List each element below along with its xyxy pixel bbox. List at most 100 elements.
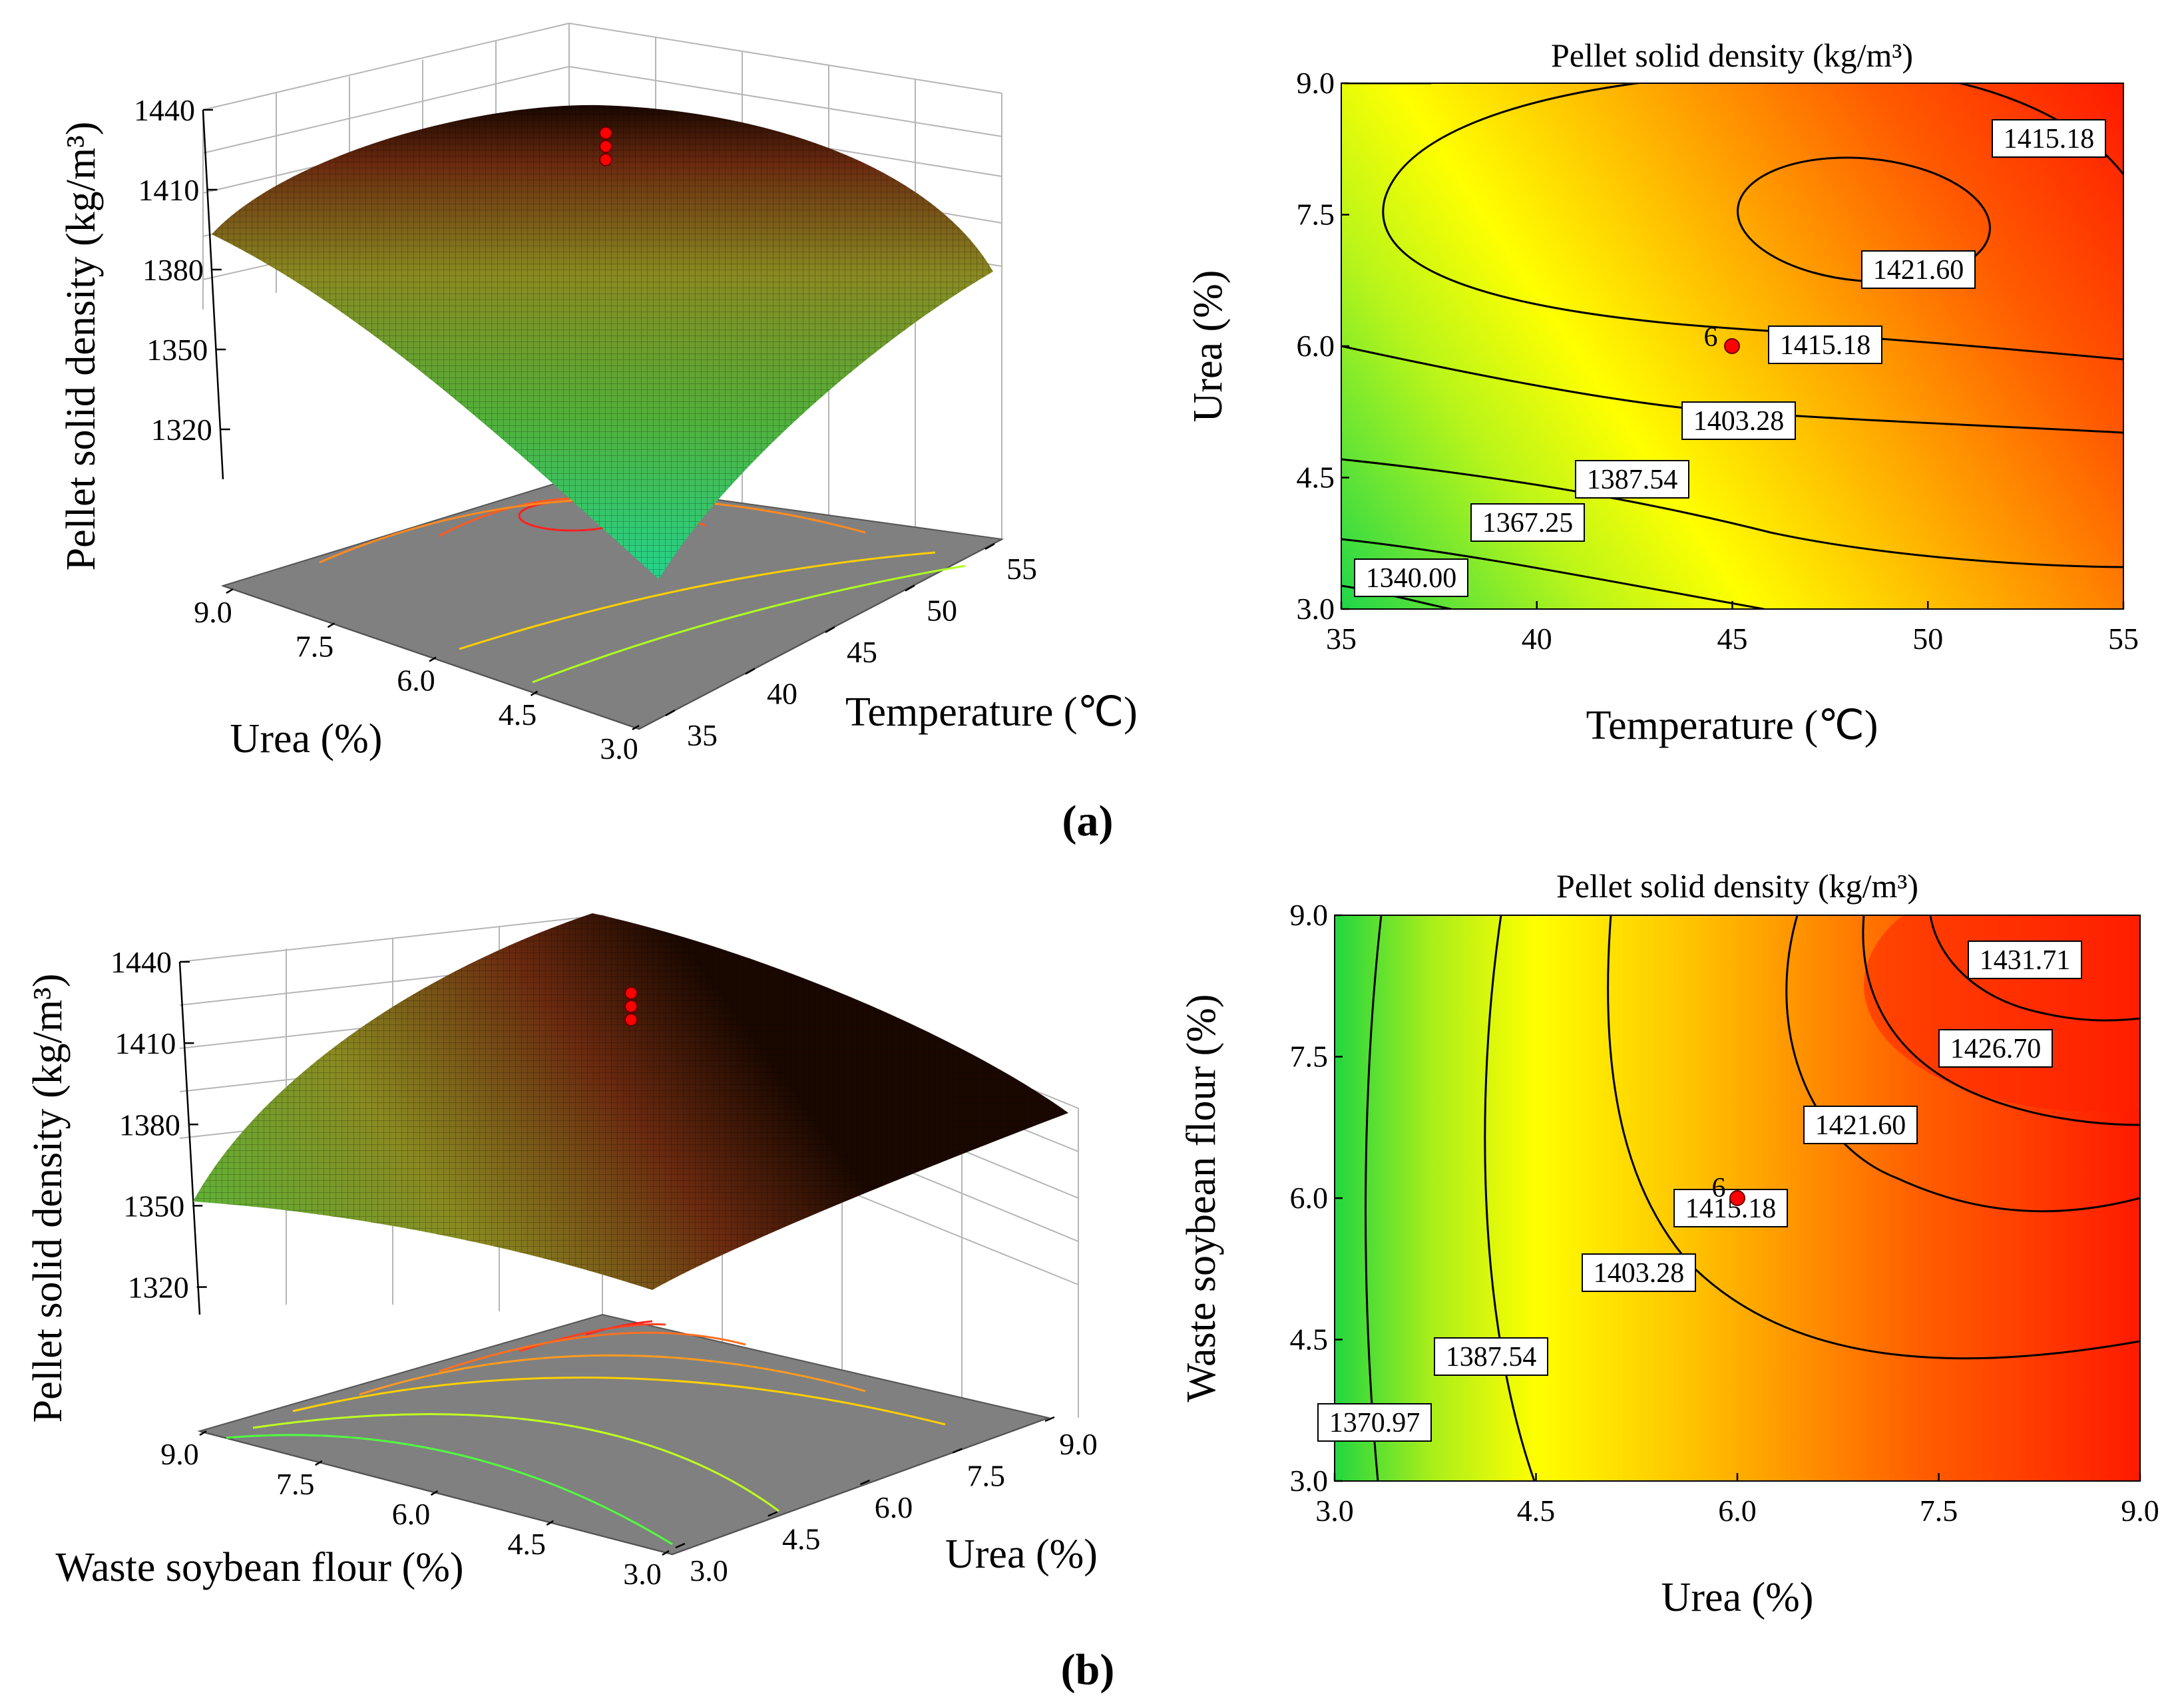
contour-label-box (1434, 1337, 1548, 1376)
contour-label: 1403.28 (1594, 1258, 1685, 1289)
y-tick-mark (315, 1460, 323, 1466)
y-tick-mark (226, 588, 234, 594)
x-tick-label: 45 (1717, 622, 1748, 656)
y-tick-label: 4.5 (499, 698, 537, 732)
y-tick-mark (662, 1550, 670, 1556)
x-tick-label: 4.5 (1517, 1494, 1556, 1528)
x-tick-label: 55 (1006, 552, 1037, 586)
x-tick-mark (1044, 1416, 1055, 1422)
panel-b-contour-x-label: Urea (%) (1661, 1575, 1814, 1620)
y-tick-label: 3.0 (623, 1557, 662, 1591)
y-tick-label: 9.0 (1297, 66, 1335, 100)
y-tick-label: 4.5 (508, 1527, 546, 1561)
panel-b-contour-title: Pellet solid density (kg/m³) (1556, 867, 1918, 905)
y-tick-mark (199, 1430, 207, 1436)
x-tick-label: 9.0 (1059, 1427, 1098, 1461)
panel-a-z-tick-labels: 1320 1350 1380 1410 1440 (134, 93, 230, 447)
z-tick-label: 1380 (142, 253, 204, 287)
z-tick-label: 1320 (151, 413, 212, 447)
panel-a-label: (a) (1062, 797, 1114, 845)
x-tick-label: 35 (1326, 622, 1357, 656)
panel-b-contour-design-point (1729, 1190, 1745, 1206)
contour-label-box (1470, 503, 1585, 542)
x-tick-label: 55 (2108, 622, 2139, 656)
panel-a-contour-design-point (1724, 338, 1740, 354)
x-tick-label: 50 (1912, 622, 1943, 656)
contour-label: 1340.00 (1366, 563, 1457, 594)
panel-a-contour-chart: Pellet solid density (kg/m³) 1415.18 1421… (1186, 37, 2139, 748)
y-tick-label: 3.0 (600, 732, 638, 765)
y-tick-mark (546, 1520, 554, 1526)
panel-b-design-point-count: 6 (1712, 1173, 1726, 1203)
panel-b-x-axis-label: Urea (%) (945, 1532, 1098, 1577)
x-tick-mark (767, 1511, 778, 1517)
y-tick-label: 6.0 (392, 1497, 431, 1531)
z-tick-label: 1320 (128, 1271, 189, 1305)
contour-label: 1387.54 (1587, 465, 1678, 495)
x-tick-mark (745, 668, 756, 675)
z-tick-label: 1350 (146, 333, 208, 367)
x-tick-mark (825, 626, 835, 634)
z-tick-label: 1440 (134, 93, 195, 127)
panel-a-floor (220, 478, 1004, 730)
panel-a-x-axis-label: Temperature (℃) (845, 690, 1138, 735)
y-tick-mark (430, 1490, 439, 1496)
panel-b-contour-label-boxes: 1431.711426.701421.601415.181403.281387.… (1317, 941, 2082, 1442)
contour-label-box (1575, 460, 1689, 499)
contour-label-box (1768, 325, 1882, 364)
z-tick-label: 1440 (110, 945, 172, 979)
panel-b-contour-lines (1364, 915, 2140, 1481)
y-tick-label: 9.0 (1290, 898, 1329, 932)
z-tick-label: 1410 (114, 1026, 176, 1060)
x-tick-label: 4.5 (782, 1522, 821, 1556)
panel-a-contour-x-label: Temperature (℃) (1586, 703, 1878, 748)
y-tick-label: 4.5 (1290, 1323, 1329, 1357)
panel-b-surface-chart: 1320 1350 1380 1410 1440 3.0 4.5 6.0 7.5 9.0 3.0… (25, 913, 1098, 1591)
panel-a-contour-x-ticks: 35 40 45 50 55 (1326, 601, 2139, 656)
z-tick-label: 1380 (119, 1108, 180, 1142)
x-tick-label: 3.0 (690, 1554, 728, 1588)
y-tick-label: 4.5 (1297, 461, 1335, 495)
contour-label: 1370.97 (1329, 1408, 1420, 1438)
y-tick-label: 7.5 (296, 629, 334, 663)
y-tick-mark (530, 690, 539, 696)
contour-label: 1421.60 (1873, 255, 1964, 286)
panel-b-label: (b) (1061, 1645, 1115, 1694)
contour-label-box (1938, 1029, 2053, 1068)
x-tick-label: 7.5 (1920, 1494, 1958, 1528)
panel-b-floor-contours (226, 1320, 946, 1546)
contour-label: 1426.70 (1950, 1034, 2042, 1064)
contour-label-box (1681, 401, 1796, 440)
y-tick-label: 9.0 (194, 595, 232, 629)
panel-a-design-points (599, 126, 612, 166)
y-tick-label: 9.0 (160, 1437, 199, 1471)
contour-label: 1415.18 (2004, 124, 2095, 154)
z-tick-label: 1350 (123, 1189, 184, 1223)
panel-a-surface-chart: 1320 1350 1380 1410 1440 35 40 45 50 55 3.0 4.5 6.… (59, 22, 1138, 765)
contour-label: 1367.25 (1482, 508, 1574, 538)
panel-b-y-tick-labels: 3.0 4.5 6.0 7.5 9.0 (160, 1430, 670, 1591)
x-tick-mark (860, 1479, 870, 1486)
panel-a-contour-label-boxes: 1415.18 1421.60 1415.18 1403.28 1387.54 1367.… (1354, 119, 2106, 597)
y-tick-mark (632, 724, 640, 731)
contour-label-box (1861, 250, 1976, 289)
panel-b-contour-y-label: Waste soybean flour (%) (1179, 994, 1224, 1402)
panel-b-contour-chart: Pellet solid density (kg/m³) 1431.71 1426… (1179, 867, 2159, 1620)
contour-label-box (1317, 1403, 1432, 1442)
x-tick-label: 3.0 (1315, 1494, 1354, 1528)
contour-label-box (1803, 1106, 1918, 1144)
y-tick-label: 3.0 (1290, 1464, 1329, 1498)
x-tick-label: 40 (1522, 622, 1552, 656)
panel-b-design-points (624, 986, 638, 1026)
y-tick-label: 6.0 (1290, 1181, 1329, 1215)
panel-a-design-point-count: 6 (1704, 322, 1718, 353)
contour-label-box (1992, 119, 2106, 158)
contour-label-box (1968, 941, 2082, 979)
x-tick-label: 35 (687, 718, 718, 752)
y-tick-mark (327, 622, 335, 628)
y-tick-label: 7.5 (276, 1467, 315, 1501)
contour-label-box (1354, 558, 1468, 597)
x-tick-label: 9.0 (2121, 1494, 2159, 1528)
contour-label-box (1582, 1253, 1696, 1292)
